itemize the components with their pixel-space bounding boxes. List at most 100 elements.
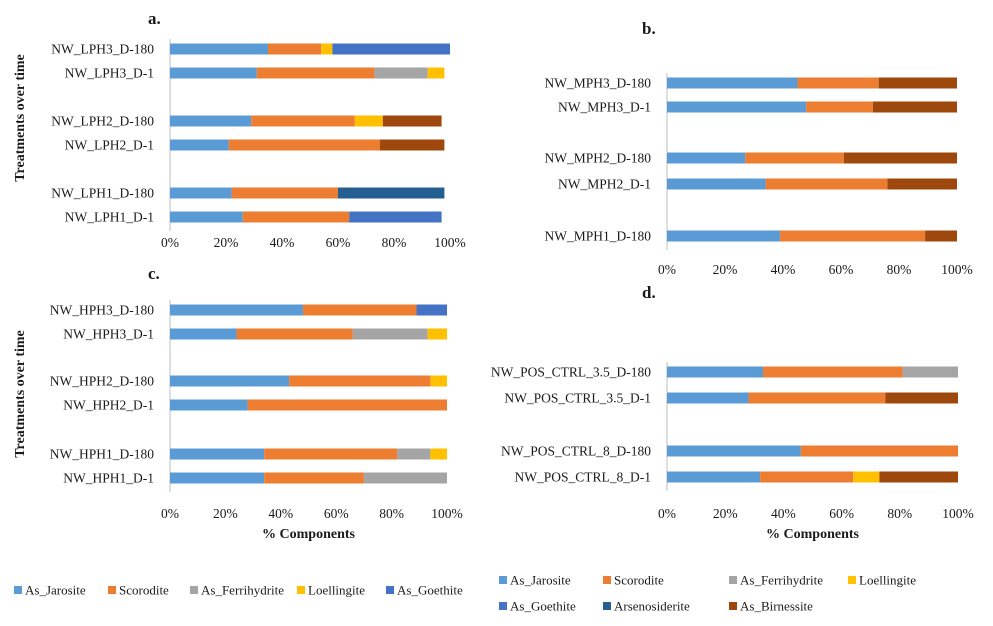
legend-label: Loellingite xyxy=(859,573,916,588)
legend-swatch xyxy=(729,602,737,610)
y-axis-title: Treatments over time xyxy=(13,330,28,458)
panel-letter: a. xyxy=(148,9,161,28)
legend-label: As_Jarosite xyxy=(510,573,571,588)
bar-segment-as-jarosite xyxy=(170,187,232,199)
chart-panel-1: a. NW_LPH3_D-180 NW_LPH3_D-1 NW_LPH2_D-180 N… xyxy=(13,9,466,250)
x-tick-label: 60% xyxy=(326,235,351,250)
bar-segment-scorodite xyxy=(236,328,353,340)
bar-segment-scorodite xyxy=(251,115,355,127)
legend-label: Arsenosiderite xyxy=(614,599,690,614)
category-label: NW_LPH2_D-1 xyxy=(65,138,154,153)
chart-panel-4: d. NW_POS_CTRL_3.5_D-180 NW_POS_CTRL_3.5_D… xyxy=(491,283,974,542)
bar-segment-as-jarosite xyxy=(667,392,749,404)
bar-segment-scorodite xyxy=(289,375,431,387)
bar-segment-scorodite xyxy=(760,471,854,483)
x-axis-title: % Components xyxy=(262,527,356,542)
bar-segment-as-jarosite xyxy=(170,139,229,151)
bar-segment-as-jarosite xyxy=(170,448,265,460)
category-label: NW_HPH3_D-1 xyxy=(63,327,154,342)
legend-swatch xyxy=(108,586,116,594)
legend-item: Arsenosiderite xyxy=(603,599,690,614)
bar-segment-scorodite xyxy=(748,392,886,404)
bar-segment-as-jarosite xyxy=(170,304,303,316)
bar-segment-scorodite xyxy=(800,445,958,457)
x-tick-label: 20% xyxy=(713,506,738,521)
bar-segment-as-birnessite xyxy=(878,77,957,89)
legend-2: As_Jarosite Scorodite As_Ferrihydrite Loell… xyxy=(499,573,916,614)
category-label: NW_MPH2_D-1 xyxy=(558,177,651,192)
category-label: NW_LPH3_D-180 xyxy=(51,42,154,57)
bar-segment-as-birnessite xyxy=(887,178,957,190)
chart-panel-3: c. NW_HPH3_D-180 NW_HPH3_D-1 NW_HPH2_D-180 N… xyxy=(13,264,463,542)
x-tick-label: 60% xyxy=(829,506,854,521)
bar-segment-scorodite xyxy=(231,187,338,199)
bar-segment-as-birnessite xyxy=(885,392,958,404)
bar-segment-loellingite xyxy=(427,328,447,340)
legend-swatch xyxy=(297,586,305,594)
bar-segment-scorodite xyxy=(765,178,888,190)
legend-item: As_Jarosite xyxy=(499,573,571,588)
x-tick-label: 40% xyxy=(771,262,796,277)
bar-segment-as-birnessite xyxy=(843,152,957,164)
x-tick-label: 100% xyxy=(434,235,466,250)
legend-label: Scorodite xyxy=(614,573,664,588)
x-tick-label: 80% xyxy=(887,506,912,521)
chart-panel-2: b. NW_MPH3_D-180 NW_MPH3_D-1 NW_MPH2_D-180 N… xyxy=(545,19,973,277)
legend-swatch xyxy=(190,586,198,594)
category-label: NW_POS_CTRL_8_D-180 xyxy=(501,444,651,459)
legend-swatch xyxy=(603,602,611,610)
x-tick-label: 20% xyxy=(213,506,238,521)
x-axis-title: % Components xyxy=(766,527,860,542)
x-tick-label: 100% xyxy=(941,262,973,277)
x-tick-label: 0% xyxy=(161,235,179,250)
legend-item: Scorodite xyxy=(108,583,169,598)
x-tick-label: 40% xyxy=(771,506,796,521)
bar-segment-scorodite xyxy=(745,152,844,164)
category-label: NW_HPH2_D-180 xyxy=(50,374,154,389)
y-axis-title: Treatments over time xyxy=(13,54,28,182)
bar-segment-as-birnessite xyxy=(380,139,445,151)
legend-label: As_Ferrihydrite xyxy=(201,583,284,598)
category-label: NW_LPH2_D-180 xyxy=(51,114,154,129)
category-label: NW_POS_CTRL_3.5_D-180 xyxy=(491,365,651,380)
bar-segment-as-jarosite xyxy=(667,101,807,113)
legend-item: Loellingite xyxy=(848,573,916,588)
legend-swatch xyxy=(386,586,394,594)
x-tick-label: 0% xyxy=(658,262,676,277)
x-tick-label: 60% xyxy=(829,262,854,277)
x-tick-label: 80% xyxy=(887,262,912,277)
bar-segment-scorodite xyxy=(256,67,375,79)
legend-item: Loellingite xyxy=(297,583,365,598)
category-label: NW_LPH1_D-1 xyxy=(65,210,154,225)
legend-item: As_Ferrihydrite xyxy=(190,583,284,598)
category-label: NW_LPH3_D-1 xyxy=(65,66,154,81)
legend-item: As_Ferrihydrite xyxy=(729,573,823,588)
panel-letter: c. xyxy=(148,264,160,283)
category-label: NW_MPH2_D-180 xyxy=(545,151,652,166)
bar-segment-loellingite xyxy=(321,43,333,55)
category-label: NW_HPH2_D-1 xyxy=(63,398,154,413)
bar-segment-scorodite xyxy=(242,211,350,223)
bar-segment-as-jarosite xyxy=(667,366,764,378)
bar-segment-loellingite xyxy=(427,67,445,79)
bar-segment-as-birnessite xyxy=(872,101,957,113)
bar-segment-as-goethite xyxy=(349,211,442,223)
bar-segment-loellingite xyxy=(354,115,383,127)
legend-label: As_Jarosite xyxy=(25,583,86,598)
bar-segment-loellingite xyxy=(853,471,880,483)
x-tick-label: 40% xyxy=(270,235,295,250)
x-tick-label: 80% xyxy=(379,506,404,521)
bar-segment-as-ferrihydrite xyxy=(352,328,428,340)
bar-segment-scorodite xyxy=(264,472,364,484)
bar-segment-as-goethite xyxy=(416,304,447,316)
legend-label: As_Ferrihydrite xyxy=(740,573,823,588)
legend-swatch xyxy=(499,602,507,610)
legend-swatch xyxy=(603,576,611,584)
category-label: NW_POS_CTRL_8_D-1 xyxy=(514,470,651,485)
bar-segment-as-birnessite xyxy=(382,115,442,127)
bar-segment-scorodite xyxy=(247,399,447,411)
panel-letter: d. xyxy=(642,283,656,302)
legend-label: Loellingite xyxy=(308,583,365,598)
x-tick-label: 100% xyxy=(942,506,974,521)
